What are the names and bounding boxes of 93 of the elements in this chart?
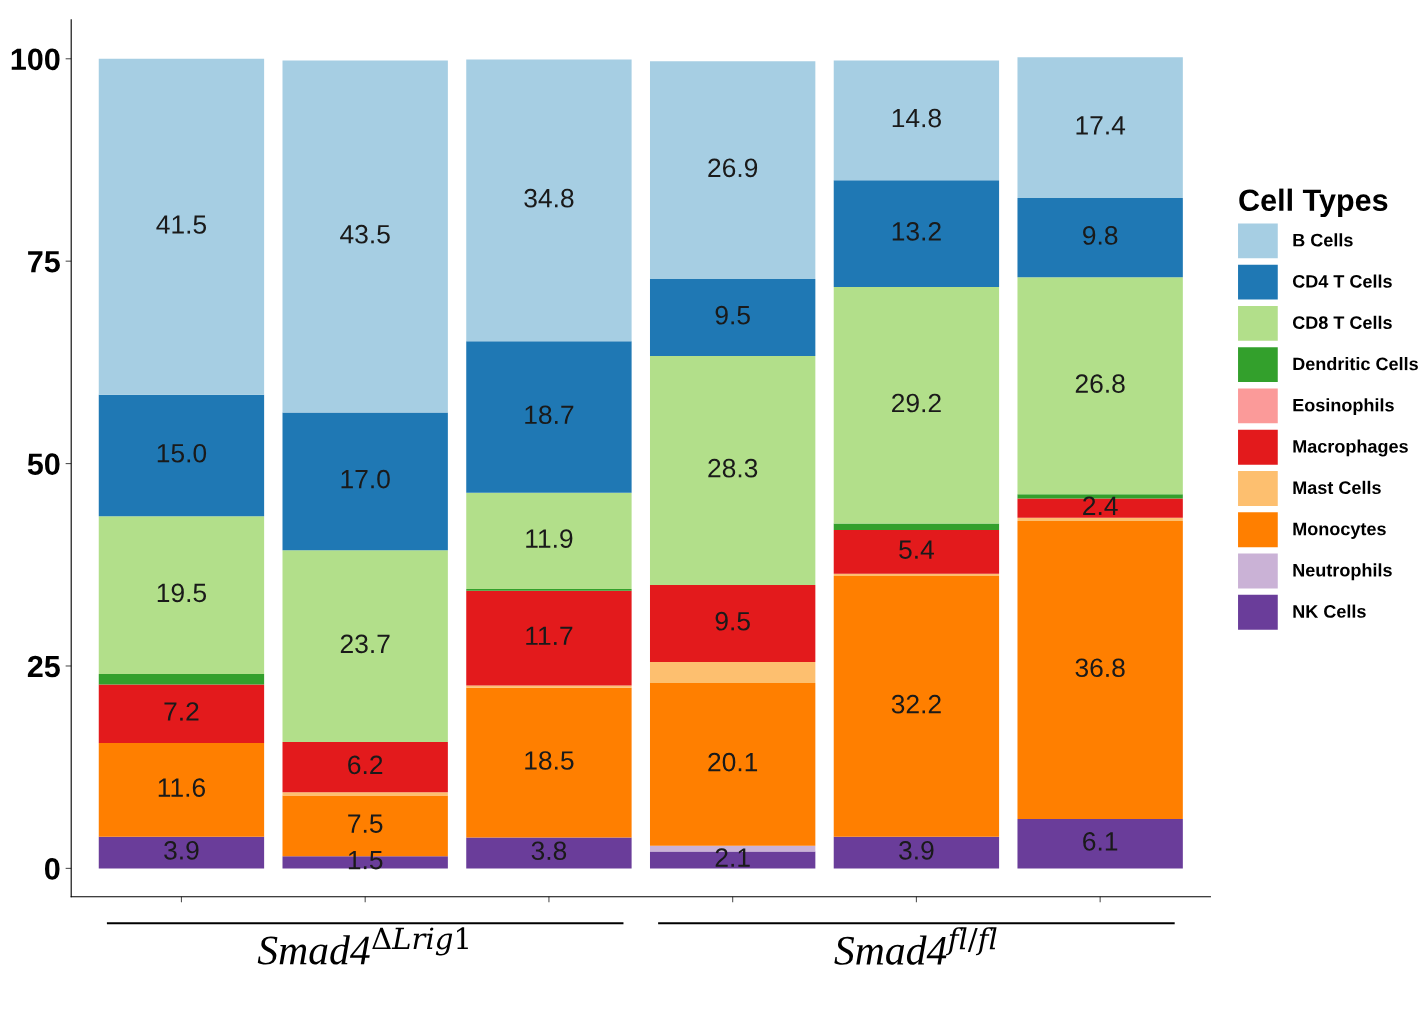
data-label: 9.5 bbox=[715, 611, 750, 631]
legend-label: Dendritic Cells bbox=[1293, 357, 1418, 371]
data-label: 17.4 bbox=[1076, 116, 1126, 135]
data-label: 15.0 bbox=[157, 443, 207, 463]
bar bbox=[833, 60, 1000, 181]
bar bbox=[649, 682, 816, 846]
data-label: 1.5 bbox=[348, 850, 383, 870]
bar bbox=[833, 576, 1000, 837]
legend-label: Monocytes bbox=[1293, 522, 1386, 539]
bar bbox=[466, 687, 632, 838]
data-label: 7.2 bbox=[164, 702, 199, 721]
bar bbox=[1017, 517, 1183, 522]
data-label: 36.8 bbox=[1075, 658, 1125, 678]
data-label: 26.8 bbox=[1075, 374, 1125, 393]
data-label: 41.5 bbox=[156, 215, 207, 234]
data-label: 11.7 bbox=[526, 626, 573, 645]
legend-label: NK Cells bbox=[1293, 604, 1366, 618]
data-label: 6.2 bbox=[348, 755, 383, 775]
bar bbox=[282, 792, 448, 796]
bar bbox=[466, 492, 632, 590]
bar bbox=[282, 60, 448, 413]
y-tick-label: 100 bbox=[11, 48, 60, 71]
data-label: 26.9 bbox=[708, 158, 758, 178]
bar bbox=[466, 685, 632, 688]
data-label: 11.9 bbox=[526, 529, 573, 548]
bar bbox=[282, 742, 448, 793]
bar bbox=[833, 529, 1000, 574]
data-label: 34.8 bbox=[524, 188, 574, 208]
y-tick-label: 0 bbox=[45, 858, 60, 880]
data-label: 18.7 bbox=[525, 405, 574, 425]
bar bbox=[466, 341, 632, 493]
data-label: 7.5 bbox=[348, 814, 383, 833]
y-tick-label: 50 bbox=[27, 453, 60, 475]
text: Smad4$^{ΔLrig1}$ bbox=[257, 927, 468, 965]
y-tick-label: 25 bbox=[27, 655, 60, 678]
bar bbox=[98, 836, 265, 869]
data-label: 3.8 bbox=[531, 841, 567, 861]
bar bbox=[282, 550, 448, 743]
bar bbox=[98, 58, 265, 395]
bar bbox=[466, 59, 632, 342]
legend-label: Macrophages bbox=[1293, 439, 1408, 457]
legend-label: Mast Cells bbox=[1293, 480, 1381, 495]
legend-label: CD8 T Cells bbox=[1292, 315, 1392, 330]
legend-label: Neutrophils bbox=[1293, 563, 1392, 581]
legend-label: CD4 T Cells bbox=[1292, 274, 1392, 288]
data-label: 28.3 bbox=[708, 458, 758, 478]
bar bbox=[833, 836, 1000, 869]
bar bbox=[649, 61, 816, 279]
data-label: 5.4 bbox=[899, 540, 934, 559]
data-label: 6.1 bbox=[1083, 832, 1118, 851]
bar bbox=[649, 585, 816, 662]
bar bbox=[1017, 521, 1183, 819]
data-label: 18.5 bbox=[525, 751, 574, 770]
bar bbox=[466, 837, 632, 869]
bar bbox=[649, 661, 816, 683]
data-label: 9.8 bbox=[1083, 226, 1118, 245]
bar bbox=[649, 355, 816, 586]
data-label: 13.2 bbox=[892, 222, 941, 241]
text: Smad4$^{fl/fl}$ bbox=[834, 927, 997, 965]
bar bbox=[649, 278, 816, 356]
bar bbox=[98, 516, 265, 675]
bar bbox=[833, 523, 1000, 530]
data-label: 3.9 bbox=[164, 840, 199, 860]
data-label: 19.5 bbox=[157, 583, 207, 603]
bar bbox=[98, 684, 265, 743]
legend-label: Eosinophils bbox=[1293, 398, 1394, 416]
data-label: 2.1 bbox=[715, 848, 750, 867]
data-label: 11.6 bbox=[158, 778, 205, 797]
bar bbox=[98, 674, 265, 685]
bar bbox=[1017, 57, 1183, 199]
data-label: 14.8 bbox=[892, 108, 941, 128]
data-label: 20.1 bbox=[708, 752, 758, 772]
bar bbox=[466, 590, 632, 686]
bar bbox=[282, 412, 448, 551]
data-label: 32.2 bbox=[891, 694, 941, 714]
data-label: 9.5 bbox=[715, 305, 750, 325]
y-tick-label: 75 bbox=[28, 251, 60, 273]
data-label: 17.0 bbox=[341, 469, 390, 489]
data-label: 2.4 bbox=[1083, 496, 1118, 515]
legend-title: Cell Types bbox=[1239, 188, 1388, 218]
data-label: 43.5 bbox=[340, 224, 390, 244]
bar bbox=[833, 180, 1000, 288]
bar bbox=[98, 394, 265, 517]
bar bbox=[1017, 819, 1183, 869]
bar bbox=[98, 742, 265, 837]
data-label: 3.9 bbox=[899, 840, 934, 860]
bar bbox=[1017, 277, 1183, 495]
bar bbox=[1017, 498, 1183, 518]
bar bbox=[833, 287, 1000, 524]
data-label: 23.7 bbox=[340, 634, 390, 654]
legend-label: B Cells bbox=[1293, 233, 1353, 247]
data-label: 29.2 bbox=[892, 393, 941, 413]
bar bbox=[1017, 198, 1183, 278]
